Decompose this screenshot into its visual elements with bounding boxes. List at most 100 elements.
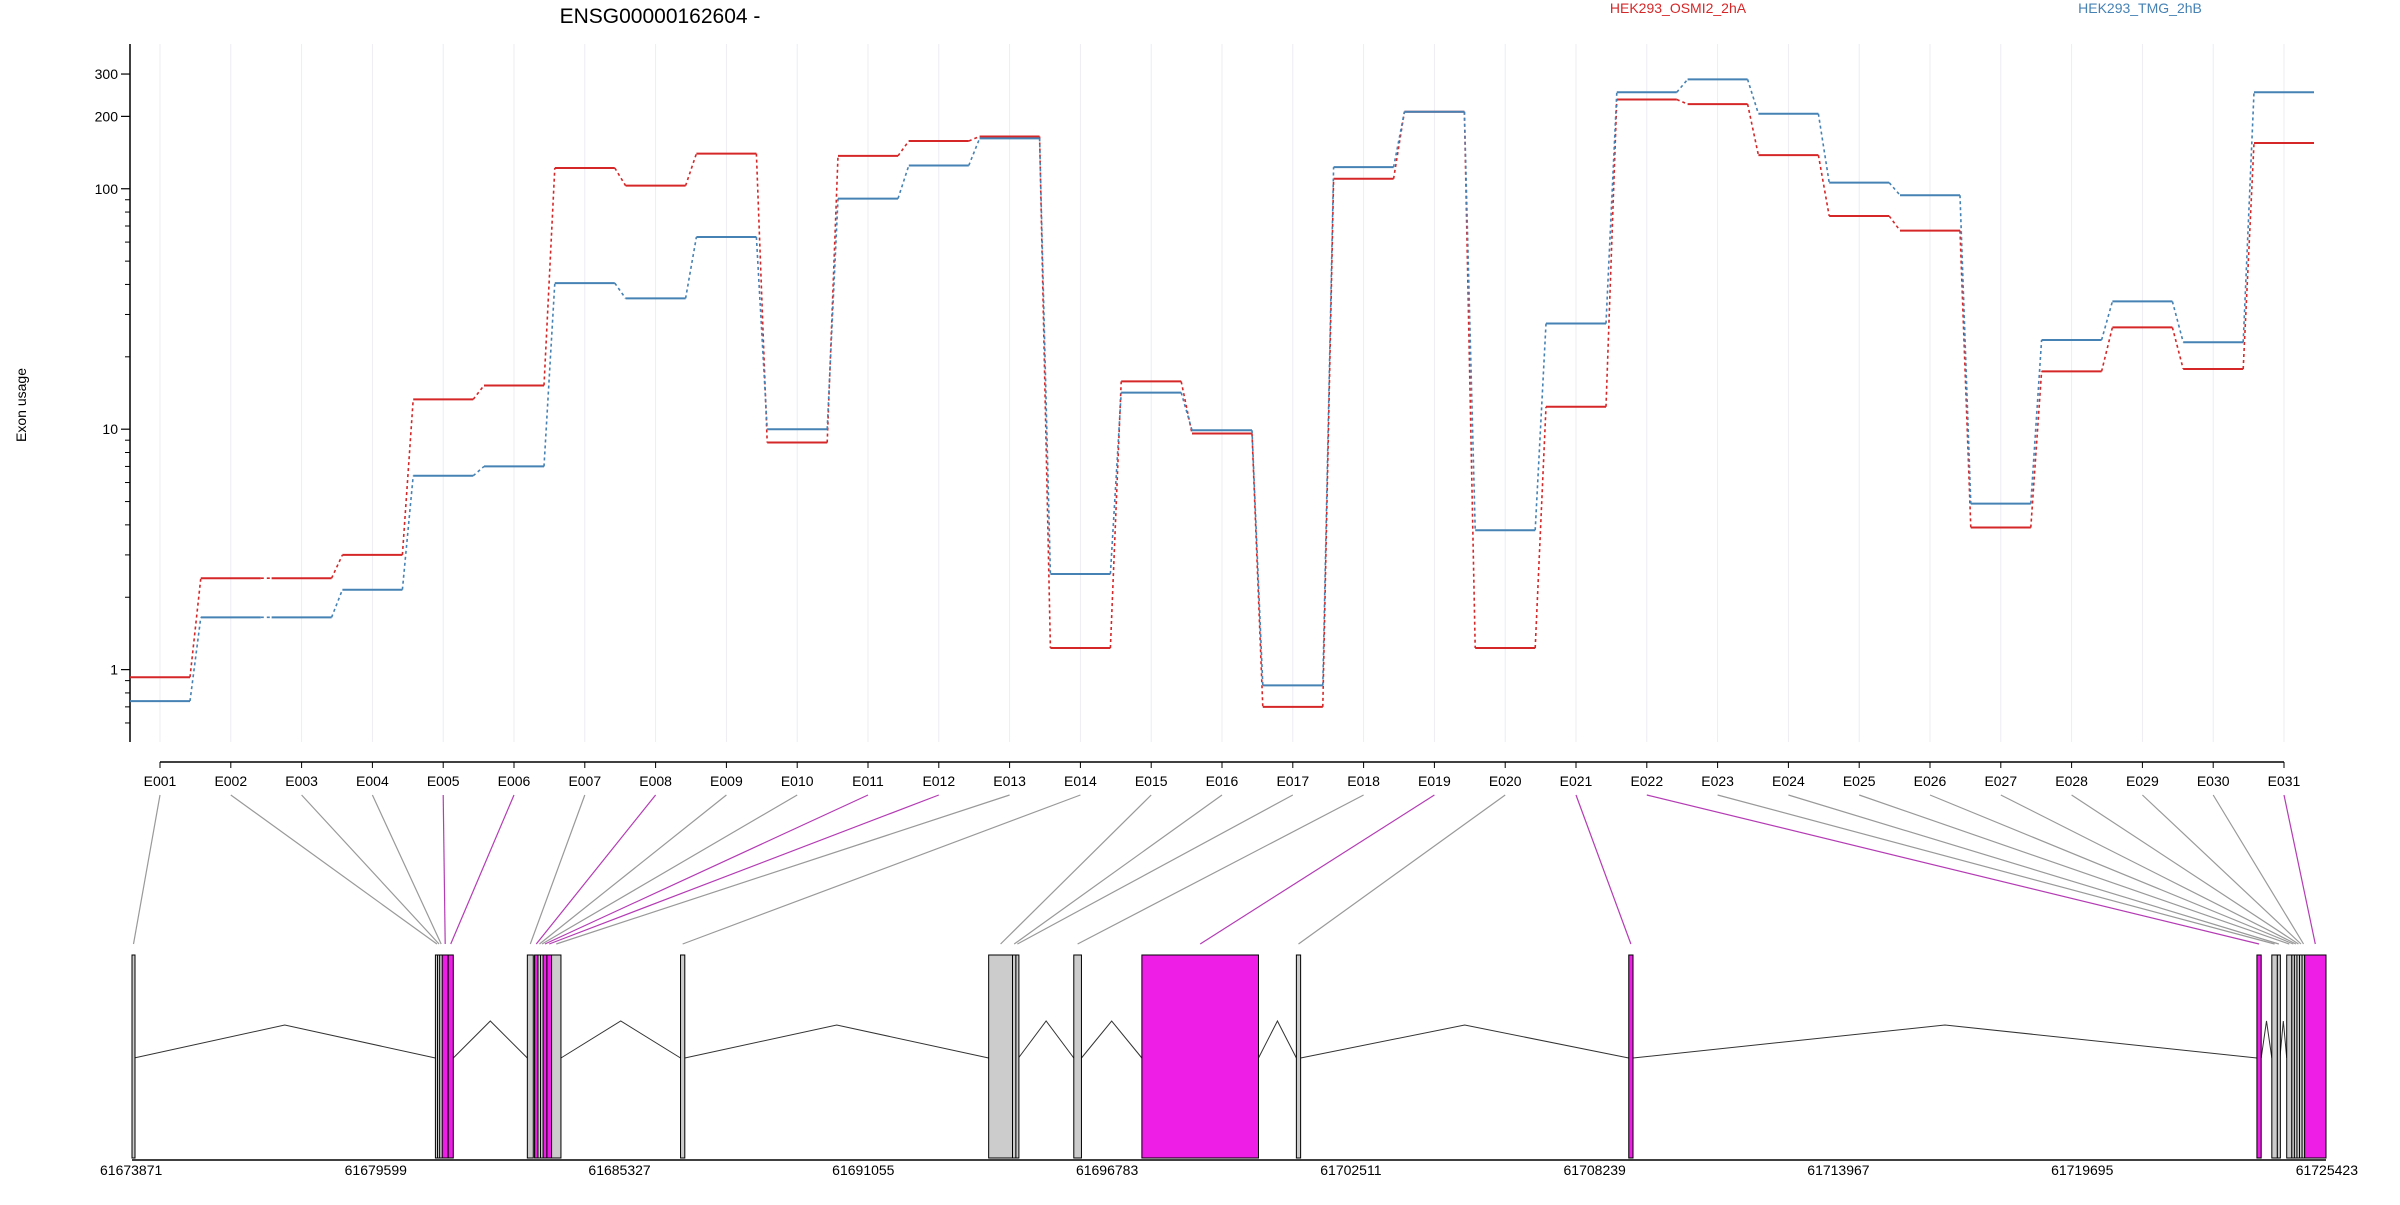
exon-connector-line [2030, 371, 2043, 528]
y-tick-label: 100 [95, 181, 119, 197]
x-tick-label-e001: E001 [144, 773, 177, 789]
legend-entry-osmi2: HEK293_OSMI2_2hA [1610, 0, 1747, 16]
exon-connector-line [1605, 99, 1618, 407]
y-tick-label: 200 [95, 108, 119, 124]
exon-box-e031 [2304, 954, 2327, 1159]
connector-e009 [539, 794, 727, 945]
x-tick-label-e016: E016 [1206, 773, 1239, 789]
exon-connector-line [2100, 301, 2114, 341]
exon-connector-line [472, 465, 485, 477]
connector-e023 [1717, 794, 2275, 945]
exon-connector-line [1392, 111, 1406, 179]
exon-connector-line [1746, 103, 1760, 156]
x-tick-label-e022: E022 [1630, 773, 1663, 789]
exon-box-e005 [441, 954, 449, 1159]
x-tick-label-e029: E029 [2126, 773, 2159, 789]
exon-connectors [132, 794, 2316, 945]
y-tick-label: 1 [110, 662, 118, 678]
exon-connector-line [2030, 339, 2043, 504]
x-tick-label-e003: E003 [285, 773, 318, 789]
connector-e020 [1298, 794, 1506, 945]
connector-e010 [541, 794, 798, 945]
connector-e019 [1199, 794, 1435, 945]
exon-connector-line [684, 153, 698, 186]
exon-box-e007 [526, 954, 534, 1159]
exon-connector-line [1038, 136, 1052, 649]
exon-connector-line [1534, 406, 1547, 649]
x-tick-label-e020: E020 [1489, 773, 1522, 789]
exon-box-e018 [1073, 954, 1082, 1159]
exon-box-e020 [1295, 954, 1302, 1159]
intron-line [1018, 1020, 1075, 1059]
exon-box-e019 [1141, 954, 1259, 1159]
x-tick-label-e017: E017 [1276, 773, 1309, 789]
x-tick-label-e010: E010 [781, 773, 814, 789]
x-tick-label-e002: E002 [214, 773, 247, 789]
exon-connector-line [1322, 167, 1335, 686]
exon-connector-line [330, 554, 344, 579]
exon-connector-line [684, 236, 698, 299]
connector-e018 [1077, 794, 1364, 945]
exon-connector-line [968, 135, 980, 142]
x-tick-label-e015: E015 [1135, 773, 1168, 789]
exon-connector-line [189, 617, 202, 702]
connector-e015 [1000, 794, 1152, 945]
y-tick-label: 300 [95, 66, 119, 82]
x-tick-label-e007: E007 [568, 773, 601, 789]
exon-box-e014 [680, 954, 686, 1159]
connector-e002 [230, 794, 438, 945]
exon-connector-line [968, 138, 981, 166]
x-tick-label-e005: E005 [427, 773, 460, 789]
exon-box-e025 [2286, 954, 2293, 1159]
connector-e022 [1646, 794, 2260, 945]
intron-line [133, 1024, 436, 1059]
exon-connector-line [826, 198, 839, 430]
exon-connector-line [1817, 113, 1830, 183]
exon-box-e001 [131, 954, 136, 1159]
x-tick-label-e030: E030 [2197, 773, 2230, 789]
exon-connector-line [1534, 323, 1547, 531]
genomic-tick-label: 61673871 [100, 1162, 163, 1178]
genomic-tick-label: 61713967 [1807, 1162, 1870, 1178]
intron-line [560, 1020, 681, 1059]
exon-box-e011 [542, 954, 548, 1159]
intron-line [2279, 1020, 2288, 1059]
x-tick-label-e012: E012 [922, 773, 955, 789]
genomic-tick-label: 61691055 [832, 1162, 895, 1178]
x-tick-label-e024: E024 [1772, 773, 1805, 789]
exon-box-e015 [988, 954, 1014, 1159]
gene-model: 61673871 61679599 61685327 61691055 61696783… [100, 954, 2358, 1178]
exon-box-e006 [447, 954, 454, 1159]
exon-connector-line [1959, 230, 1972, 528]
series-lines [130, 78, 2314, 708]
exon-connector-line [1817, 154, 1830, 217]
connector-e001 [132, 794, 161, 945]
connector-e012 [549, 794, 940, 945]
exon-connector-line [2171, 301, 2184, 343]
connector-e005 [442, 794, 446, 945]
exon-box-e024 [2276, 954, 2281, 1159]
connector-e004 [371, 794, 442, 945]
connector-e031 [2283, 794, 2316, 945]
exon-connector-line [472, 384, 485, 400]
x-tick-label-e006: E006 [498, 773, 531, 789]
exon-connector-line [1109, 381, 1122, 649]
exon-connector-line [401, 475, 414, 590]
connector-e030 [2212, 794, 2305, 945]
x-tick-label-e008: E008 [639, 773, 672, 789]
connector-e027 [2000, 794, 2297, 945]
connector-e003 [301, 794, 440, 945]
exon-connector-line [614, 167, 627, 187]
intron-line [684, 1024, 989, 1059]
intron-line [1632, 1024, 2257, 1059]
exon-connector-line [1180, 392, 1193, 431]
genomic-tick-label: 61702511 [1320, 1162, 1381, 1178]
connector-e011 [544, 794, 869, 945]
chart-title: ENSG00000162604 - [560, 5, 761, 28]
exon-connector-line [1676, 78, 1689, 93]
exon-connector-line [2171, 327, 2184, 370]
x-tick-label-e019: E019 [1418, 773, 1451, 789]
exon-connector-line [1038, 138, 1052, 574]
connector-e013 [556, 794, 1010, 945]
